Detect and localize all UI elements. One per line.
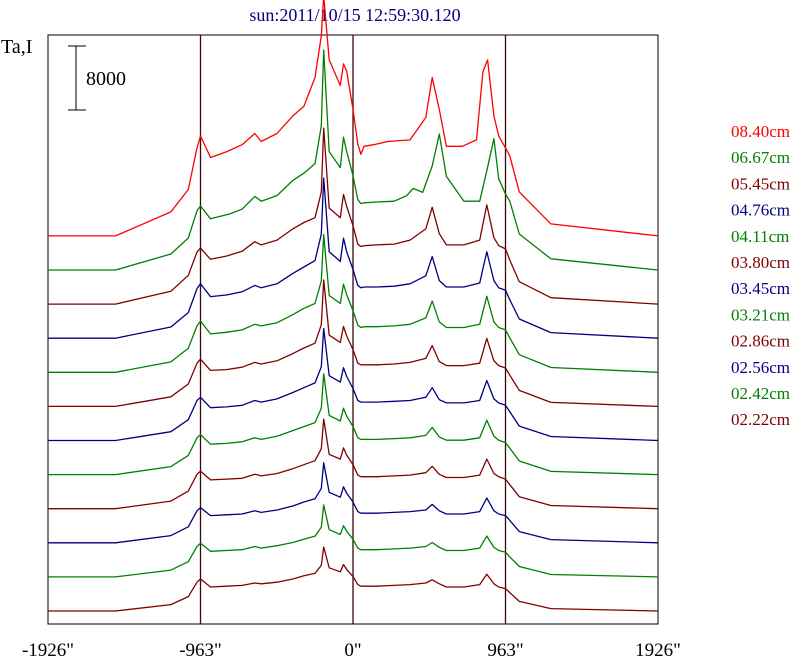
legend-entry-06.67cm: 06.67cm	[731, 148, 790, 167]
chart-title: sun:2011/10/15 12:59:30.120	[249, 5, 460, 25]
x-tick-label-1: -963"	[179, 640, 222, 661]
legend-entry-03.21cm: 03.21cm	[731, 305, 790, 324]
series-line-03.45cm	[48, 327, 659, 442]
limb-lines	[199, 35, 507, 624]
scale-bar: 8000	[68, 45, 126, 111]
series-line-02.42cm	[48, 504, 659, 578]
series-line-02.22cm	[48, 546, 659, 612]
series-line-05.45cm	[48, 127, 659, 305]
series-line-03.21cm	[48, 373, 659, 476]
series-line-04.11cm	[48, 234, 659, 373]
legend-entry-03.45cm: 03.45cm	[731, 279, 790, 298]
x-tick-label-4: 1926"	[635, 640, 681, 661]
y-axis-label: Ta,I	[1, 36, 32, 58]
legend-entry-02.56cm: 02.56cm	[731, 358, 790, 377]
x-tick-label-3: 963"	[487, 640, 523, 661]
legend-entry-02.42cm: 02.42cm	[731, 384, 790, 403]
series-lines	[48, 0, 659, 612]
series-line-04.76cm	[48, 177, 659, 339]
legend: 08.40cm 06.67cm 05.45cm 04.76cm 04.11cm 03.80…	[731, 122, 790, 429]
scale-bar-label: 8000	[86, 68, 126, 90]
series-line-02.56cm	[48, 462, 659, 544]
legend-entry-02.86cm: 02.86cm	[731, 332, 790, 351]
x-tick-label-2: 0"	[344, 640, 361, 661]
legend-entry-08.40cm: 08.40cm	[731, 122, 790, 141]
series-line-06.67cm	[48, 49, 659, 271]
legend-entry-05.45cm: 05.45cm	[731, 174, 790, 193]
x-tick-labels: -1926" -963" 0" 963" 1926"	[22, 640, 681, 661]
series-line-02.86cm	[48, 418, 659, 510]
legend-entry-04.76cm: 04.76cm	[731, 201, 790, 220]
legend-entry-04.11cm: 04.11cm	[731, 227, 789, 246]
series-line-08.40cm	[48, 0, 659, 237]
series-line-03.80cm	[48, 279, 659, 408]
legend-entry-03.80cm: 03.80cm	[731, 253, 790, 272]
x-tick-label-0: -1926"	[22, 640, 74, 661]
legend-entry-02.22cm: 02.22cm	[731, 410, 790, 429]
